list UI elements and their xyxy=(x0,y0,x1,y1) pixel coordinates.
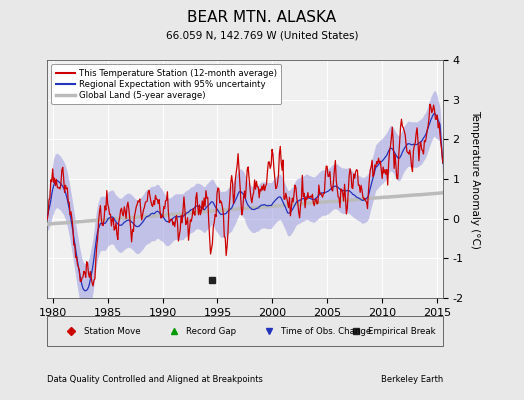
Text: Station Move: Station Move xyxy=(83,326,140,336)
Text: BEAR MTN. ALASKA: BEAR MTN. ALASKA xyxy=(188,10,336,25)
Text: Record Gap: Record Gap xyxy=(187,326,236,336)
Text: Empirical Break: Empirical Break xyxy=(368,326,436,336)
Legend: This Temperature Station (12-month average), Regional Expectation with 95% uncer: This Temperature Station (12-month avera… xyxy=(51,64,281,104)
Text: Berkeley Earth: Berkeley Earth xyxy=(380,375,443,384)
Text: Time of Obs. Change: Time of Obs. Change xyxy=(281,326,372,336)
Text: 66.059 N, 142.769 W (United States): 66.059 N, 142.769 W (United States) xyxy=(166,30,358,40)
Y-axis label: Temperature Anomaly (°C): Temperature Anomaly (°C) xyxy=(471,110,481,248)
Text: Data Quality Controlled and Aligned at Breakpoints: Data Quality Controlled and Aligned at B… xyxy=(47,375,263,384)
